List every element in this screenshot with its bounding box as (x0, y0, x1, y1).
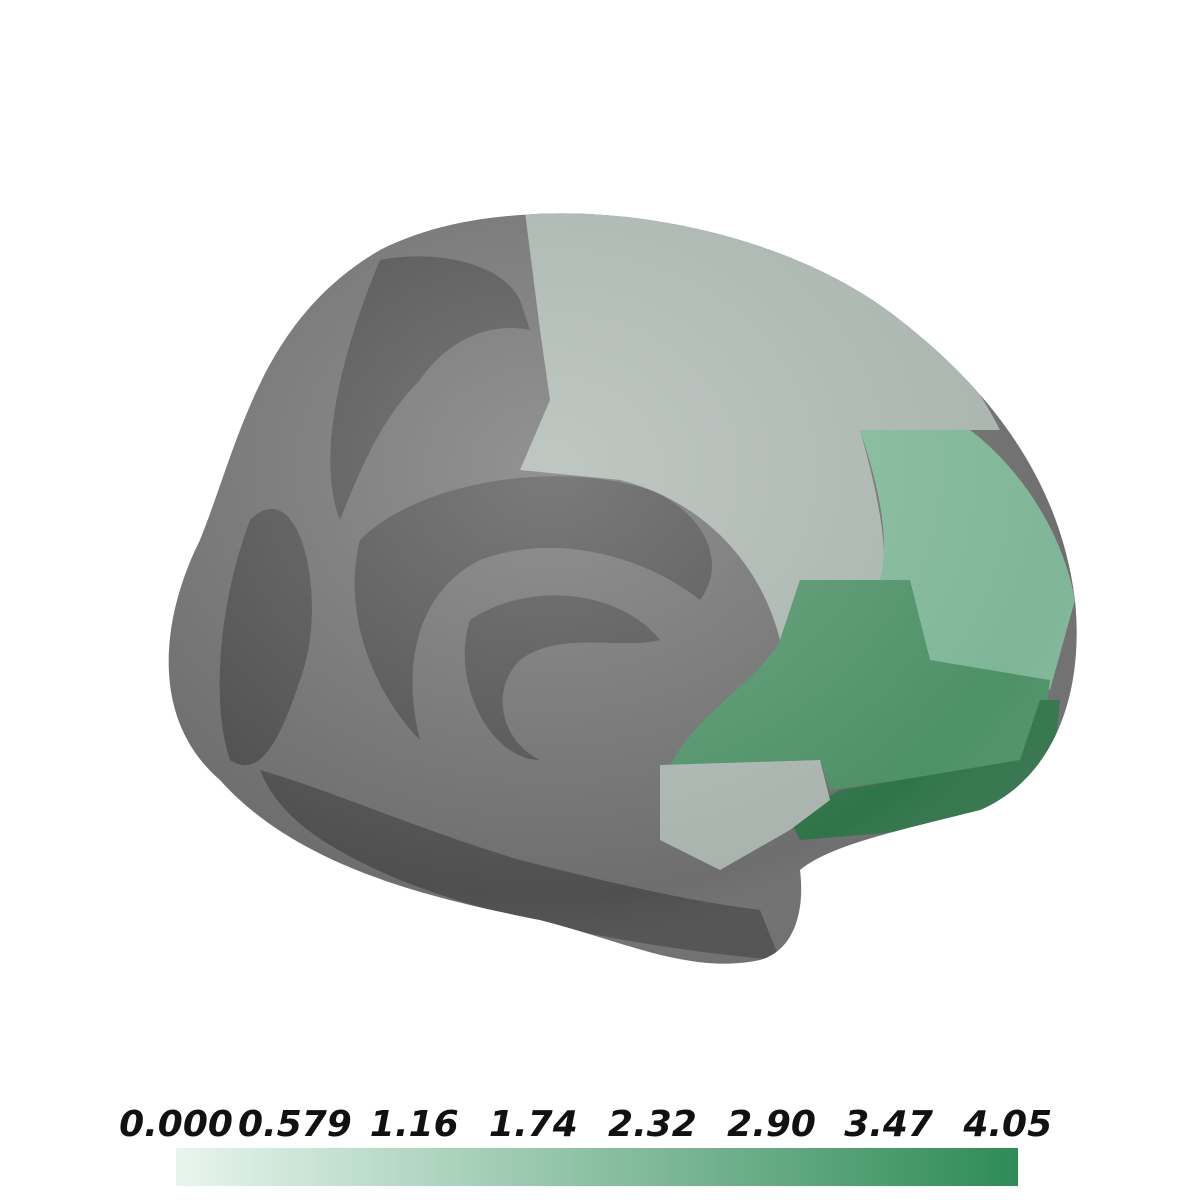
colorbar-tick-label: 3.47 (844, 1104, 933, 1145)
colorbar-tick-label: 4.05 (962, 1104, 1052, 1145)
colorbar-tick-label: 1.74 (489, 1104, 578, 1145)
colorbar-tick-label: 1.16 (370, 1104, 459, 1145)
colorbar-tick-label: 2.32 (608, 1104, 697, 1145)
colorbar-tick-label: 2.90 (727, 1104, 816, 1145)
colorbar-tick-label: 0.000 (119, 1104, 233, 1145)
colorbar (176, 1148, 1018, 1186)
brain-surface (168, 213, 1077, 964)
colorbar-tick-label: 0.579 (238, 1104, 352, 1145)
